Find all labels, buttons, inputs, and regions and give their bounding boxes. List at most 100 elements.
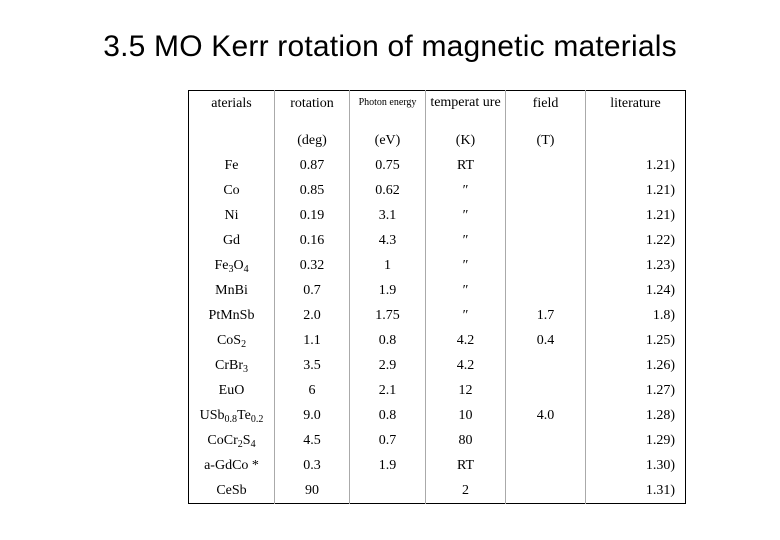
cell-field (505, 378, 586, 403)
cell-temperature: 4.2 (425, 353, 506, 378)
cell-temperature: 12 (425, 378, 506, 403)
cell-temperature: RT (425, 153, 506, 178)
table-row: MnBi 0.7 1.9 ″ 1.24) (188, 278, 686, 303)
cell-material: CoS2 (188, 328, 275, 353)
cell-field: 4.0 (505, 403, 586, 428)
cell-photon-energy: 2.1 (349, 378, 426, 403)
cell-rotation: 0.19 (274, 203, 350, 228)
unit-photon-energy: (eV) (349, 129, 426, 153)
header-material: aterials (188, 90, 275, 129)
cell-photon-energy: 4.3 (349, 228, 426, 253)
cell-material: MnBi (188, 278, 275, 303)
cell-temperature: ″ (425, 253, 506, 278)
cell-literature: 1.24) (585, 278, 686, 303)
cell-literature: 1.21) (585, 178, 686, 203)
cell-photon-energy: 1.9 (349, 453, 426, 478)
header-field: field (505, 90, 586, 129)
cell-temperature: RT (425, 453, 506, 478)
table-row: PtMnSb 2.0 1.75 ″ 1.7 1.8) (188, 303, 686, 328)
cell-photon-energy: 1.9 (349, 278, 426, 303)
cell-temperature: 4.2 (425, 328, 506, 353)
cell-photon-energy: 0.7 (349, 428, 426, 453)
cell-rotation: 0.87 (274, 153, 350, 178)
cell-literature: 1.21) (585, 203, 686, 228)
cell-material: a-GdCo * (188, 453, 275, 478)
cell-literature: 1.25) (585, 328, 686, 353)
cell-field (505, 278, 586, 303)
table-row: CoCr2S4 4.5 0.7 80 1.29) (188, 428, 686, 453)
cell-literature: 1.22) (585, 228, 686, 253)
cell-material: CrBr3 (188, 353, 275, 378)
header-rotation: rotation (274, 90, 350, 129)
cell-photon-energy: 0.62 (349, 178, 426, 203)
cell-field (505, 253, 586, 278)
kerr-rotation-table: aterials rotation Photon energy temperat… (188, 90, 686, 504)
cell-temperature: ″ (425, 278, 506, 303)
cell-temperature: 80 (425, 428, 506, 453)
cell-material: USb0.8Te0.2 (188, 403, 275, 428)
table-row: Fe 0.87 0.75 RT 1.21) (188, 153, 686, 178)
cell-material: Gd (188, 228, 275, 253)
units-row: (deg) (eV) (K) (T) (188, 129, 686, 153)
cell-field (505, 428, 586, 453)
cell-literature: 1.29) (585, 428, 686, 453)
cell-rotation: 3.5 (274, 353, 350, 378)
cell-rotation: 0.7 (274, 278, 350, 303)
cell-literature: 1.28) (585, 403, 686, 428)
cell-photon-energy: 1.75 (349, 303, 426, 328)
cell-material: Fe3O4 (188, 253, 275, 278)
cell-rotation: 4.5 (274, 428, 350, 453)
header-photon-energy: Photon energy (349, 90, 426, 129)
cell-rotation: 6 (274, 378, 350, 403)
cell-photon-energy: 0.8 (349, 328, 426, 353)
cell-material: PtMnSb (188, 303, 275, 328)
table-row: CrBr3 3.5 2.9 4.2 1.26) (188, 353, 686, 378)
table-row: a-GdCo * 0.3 1.9 RT 1.30) (188, 453, 686, 478)
cell-rotation: 0.32 (274, 253, 350, 278)
cell-photon-energy: 0.8 (349, 403, 426, 428)
cell-rotation: 2.0 (274, 303, 350, 328)
cell-material: Fe (188, 153, 275, 178)
cell-temperature: 10 (425, 403, 506, 428)
cell-temperature: ″ (425, 178, 506, 203)
cell-material: Ni (188, 203, 275, 228)
cell-material: CoCr2S4 (188, 428, 275, 453)
table-row: CoS2 1.1 0.8 4.2 0.4 1.25) (188, 328, 686, 353)
cell-temperature: ″ (425, 228, 506, 253)
header-temperature: temperat ure (425, 90, 506, 129)
table-row: Fe3O4 0.32 1 ″ 1.23) (188, 253, 686, 278)
cell-rotation: 90 (274, 478, 350, 504)
table-row: Co 0.85 0.62 ″ 1.21) (188, 178, 686, 203)
cell-rotation: 0.16 (274, 228, 350, 253)
cell-literature: 1.31) (585, 478, 686, 504)
cell-field (505, 228, 586, 253)
table-row: EuO 6 2.1 12 1.27) (188, 378, 686, 403)
cell-rotation: 0.3 (274, 453, 350, 478)
cell-rotation: 9.0 (274, 403, 350, 428)
unit-temperature: (K) (425, 129, 506, 153)
cell-photon-energy (349, 478, 426, 504)
table-row: CeSb 90 2 1.31) (188, 478, 686, 504)
cell-temperature: ″ (425, 203, 506, 228)
cell-literature: 1.26) (585, 353, 686, 378)
table-row: Gd 0.16 4.3 ″ 1.22) (188, 228, 686, 253)
cell-material: Co (188, 178, 275, 203)
cell-field (505, 153, 586, 178)
unit-rotation: (deg) (274, 129, 350, 153)
header-literature: literature (585, 90, 686, 129)
table-row: Ni 0.19 3.1 ″ 1.21) (188, 203, 686, 228)
table-row: USb0.8Te0.2 9.0 0.8 10 4.0 1.28) (188, 403, 686, 428)
cell-photon-energy: 1 (349, 253, 426, 278)
cell-field (505, 178, 586, 203)
cell-literature: 1.30) (585, 453, 686, 478)
cell-field: 0.4 (505, 328, 586, 353)
cell-field (505, 353, 586, 378)
cell-photon-energy: 2.9 (349, 353, 426, 378)
header-row: aterials rotation Photon energy temperat… (188, 90, 686, 129)
cell-field (505, 203, 586, 228)
cell-temperature: ″ (425, 303, 506, 328)
cell-temperature: 2 (425, 478, 506, 504)
cell-material: CeSb (188, 478, 275, 504)
unit-field: (T) (505, 129, 586, 153)
cell-field (505, 478, 586, 504)
